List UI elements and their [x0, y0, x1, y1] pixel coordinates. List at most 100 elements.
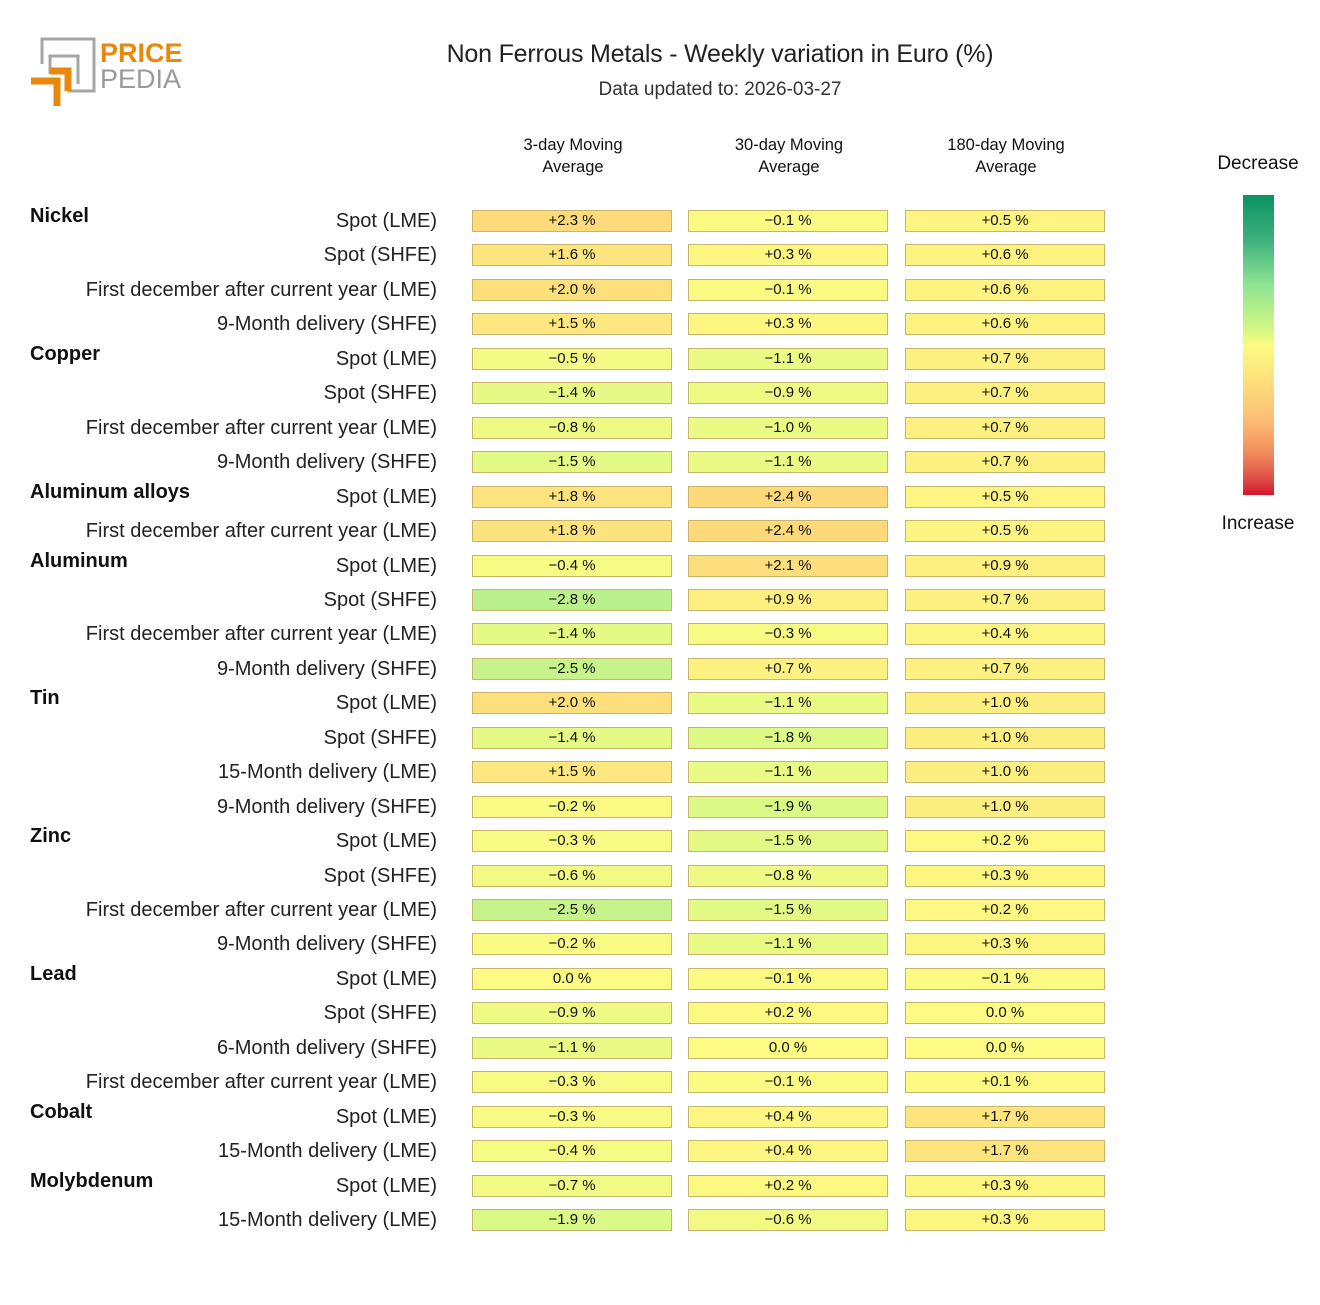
group-label-nickel: Nickel: [30, 205, 89, 227]
heatmap-cell: −0.3 %: [472, 1071, 672, 1094]
heatmap-cell: +1.5 %: [472, 761, 672, 784]
heatmap-cell: −0.1 %: [688, 278, 888, 301]
heatmap-cell: −1.0 %: [688, 416, 888, 439]
heatmap-cell: −2.5 %: [472, 657, 672, 680]
heatmap-cell: +0.7 %: [905, 588, 1105, 611]
heatmap-cell: +0.7 %: [905, 657, 1105, 680]
heatmap-cell: −1.1 %: [688, 692, 888, 715]
heatmap-cell: +0.7 %: [905, 416, 1105, 439]
heatmap-cell: +0.5 %: [905, 485, 1105, 508]
heatmap-cell: −0.1 %: [688, 210, 888, 232]
heatmap-cell: −1.1 %: [688, 933, 888, 956]
heatmap-cell: +0.2 %: [688, 1174, 888, 1197]
row-label: 15-Month delivery (LME): [218, 1209, 437, 1232]
column-header-line: Average: [542, 158, 604, 176]
chart-subtitle: Data updated to: 2026-03-27: [598, 79, 842, 100]
column-header-line: Average: [975, 158, 1037, 176]
row-label: 6-Month delivery (SHFE): [216, 1036, 437, 1059]
row-label: Spot (SHFE): [323, 726, 437, 749]
group-label-copper: Copper: [30, 342, 100, 365]
row-label: Spot (LME): [335, 485, 437, 508]
logo-text-pedia: PEDIA: [100, 64, 181, 94]
heatmap-cell: +0.6 %: [905, 244, 1105, 267]
row-label: First december after current year (LME): [85, 899, 437, 921]
heatmap-cell: 0.0 %: [688, 1036, 888, 1059]
row-label: Spot (SHFE): [323, 244, 437, 267]
color-scale-bar: [1243, 195, 1274, 495]
heatmap-cell: −0.6 %: [688, 1209, 888, 1232]
group-label-molybdenum: Molybdenum: [30, 1169, 154, 1192]
heatmap-cell: +1.0 %: [905, 795, 1105, 818]
heatmap-cell: −1.1 %: [688, 451, 888, 474]
row-label: Spot (SHFE): [323, 1002, 437, 1025]
heatmap-cell: −1.5 %: [688, 830, 888, 853]
heatmap-cell: −0.8 %: [688, 864, 888, 887]
row-label: Spot (LME): [335, 967, 437, 990]
group-label-tin: Tin: [30, 687, 60, 710]
heatmap-cell: −2.8 %: [472, 588, 672, 611]
heatmap-cell: +0.7 %: [688, 657, 888, 680]
row-label: 9-Month delivery (SHFE): [216, 313, 437, 336]
heatmap-cell: +1.8 %: [472, 485, 672, 508]
heatmap-cell: −2.5 %: [472, 899, 672, 921]
heatmap-cell: −0.3 %: [472, 830, 672, 853]
row-label: 9-Month delivery (SHFE): [216, 795, 437, 818]
group-label-lead: Lead: [30, 962, 77, 985]
heatmap-cell: 0.0 %: [905, 1002, 1105, 1025]
heatmap-cell: −1.5 %: [688, 899, 888, 921]
heatmap-cell: +0.3 %: [905, 1209, 1105, 1232]
heatmap-cell: +0.3 %: [905, 1174, 1105, 1197]
row-label: Spot (LME): [335, 210, 437, 232]
legend-increase-label: Increase: [1221, 513, 1295, 534]
row-label: First december after current year (LME): [85, 278, 437, 301]
heatmap-cell: +1.0 %: [905, 761, 1105, 784]
row-label: Spot (LME): [335, 1174, 437, 1197]
group-label-aluminum-alloys: Aluminum alloys: [30, 480, 191, 503]
heatmap-cell: +0.7 %: [905, 347, 1105, 370]
heatmap-cell: 0.0 %: [905, 1036, 1105, 1059]
row-label: First december after current year (LME): [85, 416, 437, 439]
heatmap-cell: +2.0 %: [472, 692, 672, 715]
heatmap-cell: +0.3 %: [905, 933, 1105, 956]
legend-decrease-label: Decrease: [1217, 153, 1299, 174]
heatmap-cell: +0.2 %: [905, 899, 1105, 921]
column-header-30day: 30-day Moving Average: [688, 134, 890, 178]
heatmap-cell: −1.1 %: [472, 1036, 672, 1059]
heatmap-cell: −0.1 %: [688, 967, 888, 990]
row-label: Spot (LME): [335, 692, 437, 715]
heatmap-cell: −1.4 %: [472, 623, 672, 646]
logo-mark-icon: PRICE PEDIA: [31, 37, 183, 106]
heatmap-cell: −0.4 %: [472, 1140, 672, 1163]
heatmap-cell: −1.1 %: [688, 347, 888, 370]
heatmap-cell: +1.0 %: [905, 692, 1105, 715]
column-header-line: 180-day Moving: [947, 136, 1065, 154]
logo-text-price: PRICE: [100, 38, 183, 68]
heatmap-cell: −0.4 %: [472, 554, 672, 577]
row-label: First december after current year (LME): [85, 623, 437, 646]
heatmap-cell: −1.4 %: [472, 382, 672, 405]
heatmap-cell: +0.7 %: [905, 382, 1105, 405]
group-label-cobalt: Cobalt: [30, 1100, 93, 1123]
row-label: First december after current year (LME): [85, 1071, 437, 1094]
heatmap-cell: +2.4 %: [688, 485, 888, 508]
heatmap-cell: +1.5 %: [472, 313, 672, 336]
heatmap-cell: +2.0 %: [472, 278, 672, 301]
heatmap-cell: −0.6 %: [472, 864, 672, 887]
heatmap-cell: +0.3 %: [688, 244, 888, 267]
heatmap-cell: −1.4 %: [472, 726, 672, 749]
heatmap-cell: +2.1 %: [688, 554, 888, 577]
heatmap-cell: +1.7 %: [905, 1105, 1105, 1128]
heatmap-cell: +0.6 %: [905, 278, 1105, 301]
heatmap-cell: +0.4 %: [688, 1140, 888, 1163]
heatmap-cell: −1.9 %: [688, 795, 888, 818]
heatmap-cell: +0.4 %: [905, 623, 1105, 646]
group-label-zinc: Zinc: [30, 825, 72, 848]
heatmap-cell: −1.9 %: [472, 1209, 672, 1232]
row-label: Spot (LME): [335, 554, 437, 577]
heatmap-cell: −0.7 %: [472, 1174, 672, 1197]
heatmap-cell: −0.3 %: [688, 623, 888, 646]
heatmap-cell: −0.9 %: [688, 382, 888, 405]
chart-header: Non Ferrous Metals - Weekly variation in…: [420, 40, 1020, 101]
heatmap-cell: −1.1 %: [688, 761, 888, 784]
row-label: Spot (LME): [335, 830, 437, 853]
